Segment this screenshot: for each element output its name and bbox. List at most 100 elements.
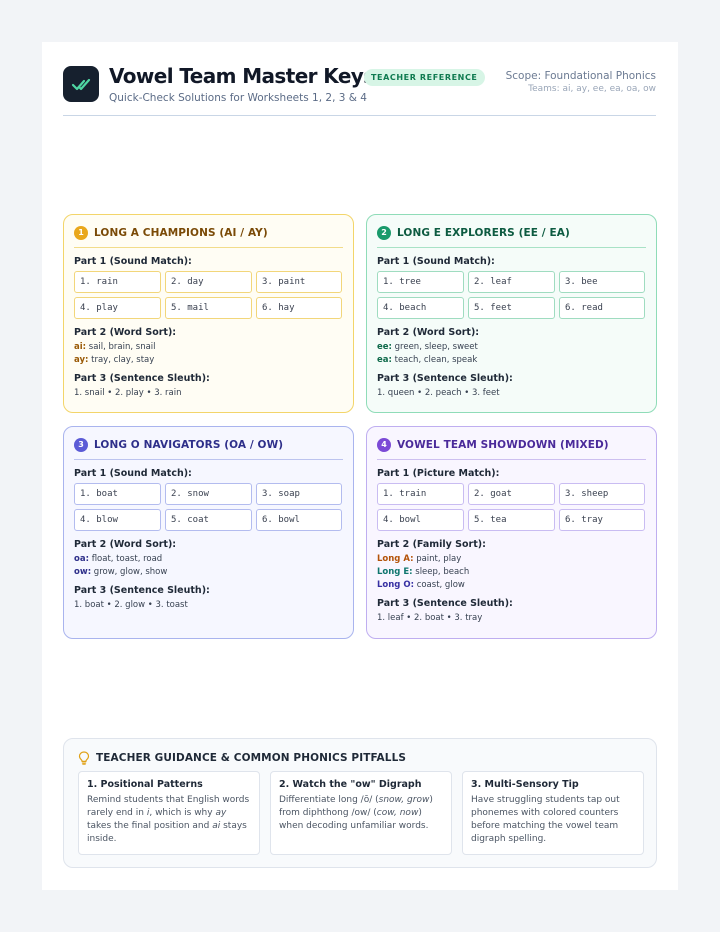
- sort-value: tray, clay, stay: [91, 355, 155, 365]
- tip-card: 3. Multi-Sensory Tip Have struggling stu…: [462, 771, 644, 855]
- sort-line: ea: teach, clean, speak: [377, 355, 646, 365]
- sort-line: ee: green, sleep, sweet: [377, 342, 646, 352]
- answer-cell: 1. boat: [74, 483, 161, 505]
- sort-key: Long O:: [377, 580, 414, 590]
- tip-title: 2. Watch the "ow" Digraph: [279, 779, 422, 790]
- sort-key: ee:: [377, 342, 392, 352]
- tip-text: Remind students that English words rarel…: [87, 795, 250, 818]
- tip-body: Remind students that English words rarel…: [87, 794, 251, 846]
- tip-emphasis: snow, grow: [378, 795, 430, 805]
- answer-cell: 3. soap: [256, 483, 342, 505]
- answer-key-page: Vowel Team Master Keys TEACHER REFERENCE…: [42, 42, 678, 890]
- sort-value: coast, glow: [416, 580, 465, 590]
- part2-title: Part 2 (Word Sort):: [74, 539, 177, 550]
- answer-cell: 6. hay: [256, 297, 342, 319]
- sleuth-answers: 1. leaf • 2. boat • 3. tray: [377, 613, 483, 623]
- card-title: LONG E EXPLORERS (EE / EA): [397, 226, 570, 239]
- part2-title: Part 2 (Family Sort):: [377, 539, 486, 550]
- long-a-card: 1 LONG A CHAMPIONS (AI / AY) Part 1 (Sou…: [63, 214, 354, 413]
- tip-text: ) from diphthong /ow/ (: [279, 795, 433, 818]
- teacher-reference-badge: TEACHER REFERENCE: [364, 69, 485, 86]
- card-title: LONG O NAVIGATORS (OA / OW): [94, 438, 284, 451]
- tip-card: 2. Watch the "ow" Digraph Differentiate …: [270, 771, 452, 855]
- answer-cell: 6. bowl: [256, 509, 342, 531]
- card-number-badge: 2: [377, 225, 391, 240]
- answer-cell: 4. blow: [74, 509, 161, 531]
- lightbulb-icon: [78, 751, 90, 765]
- card-header: 2 LONG E EXPLORERS (EE / EA): [377, 218, 646, 248]
- answer-cell: 1. tree: [377, 271, 464, 293]
- sort-key: ai:: [74, 342, 87, 352]
- sort-key: Long E:: [377, 567, 413, 577]
- sort-value: green, sleep, sweet: [394, 342, 478, 352]
- answer-cell: 5. mail: [165, 297, 252, 319]
- answer-cell: 4. beach: [377, 297, 464, 319]
- sort-line: Long E: sleep, beach: [377, 567, 646, 577]
- card-number-badge: 1: [74, 225, 88, 240]
- answer-cell: 5. coat: [165, 509, 252, 531]
- sort-key: ow:: [74, 567, 92, 577]
- sort-line: Long A: paint, play: [377, 554, 646, 564]
- card-number-badge: 4: [377, 437, 391, 452]
- answer-grid: 1. rain 2. day 3. paint 4. play 5. mail …: [74, 271, 343, 319]
- guidance-title: TEACHER GUIDANCE & COMMON PHONICS PITFAL…: [96, 752, 407, 764]
- card-number-badge: 3: [74, 437, 88, 452]
- scope-label: Scope: Foundational Phonics: [505, 70, 656, 82]
- answer-cell: 3. paint: [256, 271, 342, 293]
- header-divider: [63, 115, 656, 116]
- sort-line: ay: tray, clay, stay: [74, 355, 343, 365]
- answer-cell: 2. goat: [468, 483, 555, 505]
- sort-key: Long A:: [377, 554, 414, 564]
- answer-cell: 2. leaf: [468, 271, 555, 293]
- tip-text: , which is why: [149, 808, 216, 818]
- part1-title: Part 1 (Sound Match):: [74, 256, 192, 267]
- teacher-guidance-panel: TEACHER GUIDANCE & COMMON PHONICS PITFAL…: [63, 738, 657, 868]
- tip-body: Have struggling students tap out phoneme…: [471, 794, 635, 846]
- tip-title: 3. Multi-Sensory Tip: [471, 779, 579, 790]
- tip-card: 1. Positional Patterns Remind students t…: [78, 771, 260, 855]
- sort-value: sail, brain, snail: [88, 342, 156, 352]
- answer-cell: 5. feet: [468, 297, 555, 319]
- mixed-showdown-card: 4 VOWEL TEAM SHOWDOWN (MIXED) Part 1 (Pi…: [366, 426, 657, 639]
- sleuth-answers: 1. boat • 2. glow • 3. toast: [74, 600, 188, 610]
- tip-text: ) when decoding unfamiliar words.: [279, 808, 429, 831]
- sort-line: ow: grow, glow, show: [74, 567, 343, 577]
- sort-line: oa: float, toast, road: [74, 554, 343, 564]
- tip-emphasis: ai: [212, 821, 221, 831]
- sort-line: Long O: coast, glow: [377, 580, 646, 590]
- long-e-card: 2 LONG E EXPLORERS (EE / EA) Part 1 (Sou…: [366, 214, 657, 413]
- answer-cell: 6. read: [559, 297, 645, 319]
- sort-value: paint, play: [416, 554, 462, 564]
- part1-title: Part 1 (Picture Match):: [377, 468, 500, 479]
- tip-text: takes the final position and: [87, 821, 213, 831]
- card-title: VOWEL TEAM SHOWDOWN (MIXED): [397, 438, 609, 451]
- answer-cell: 5. tea: [468, 509, 555, 531]
- sort-value: sleep, beach: [415, 567, 470, 577]
- tip-title: 1. Positional Patterns: [87, 779, 203, 790]
- answer-grid: 1. train 2. goat 3. sheep 4. bowl 5. tea…: [377, 483, 646, 531]
- tip-text: Differentiate long /ō/ (: [279, 795, 379, 805]
- part3-title: Part 3 (Sentence Sleuth):: [377, 598, 513, 609]
- page-title: Vowel Team Master Keys: [109, 64, 375, 88]
- teams-label: Teams: ai, ay, ee, ea, oa, ow: [528, 84, 656, 94]
- sort-key: ea:: [377, 355, 392, 365]
- tip-emphasis: cow, now: [376, 808, 419, 818]
- card-header: 3 LONG O NAVIGATORS (OA / OW): [74, 430, 343, 460]
- sort-key: ay:: [74, 355, 89, 365]
- answer-cell: 4. play: [74, 297, 161, 319]
- answer-grid: 1. boat 2. snow 3. soap 4. blow 5. coat …: [74, 483, 343, 531]
- part3-title: Part 3 (Sentence Sleuth):: [74, 585, 210, 596]
- sort-line: ai: sail, brain, snail: [74, 342, 343, 352]
- sort-key: oa:: [74, 554, 89, 564]
- answer-cell: 3. sheep: [559, 483, 645, 505]
- tip-emphasis: i: [146, 808, 150, 818]
- card-header: 4 VOWEL TEAM SHOWDOWN (MIXED): [377, 430, 646, 460]
- answer-cell: 2. day: [165, 271, 252, 293]
- answer-cell: 1. rain: [74, 271, 161, 293]
- sort-value: grow, glow, show: [93, 567, 168, 577]
- sort-value: teach, clean, speak: [394, 355, 478, 365]
- logo: [63, 66, 99, 102]
- answer-cell: 2. snow: [165, 483, 252, 505]
- part3-title: Part 3 (Sentence Sleuth):: [377, 373, 513, 384]
- card-header: 1 LONG A CHAMPIONS (AI / AY): [74, 218, 343, 248]
